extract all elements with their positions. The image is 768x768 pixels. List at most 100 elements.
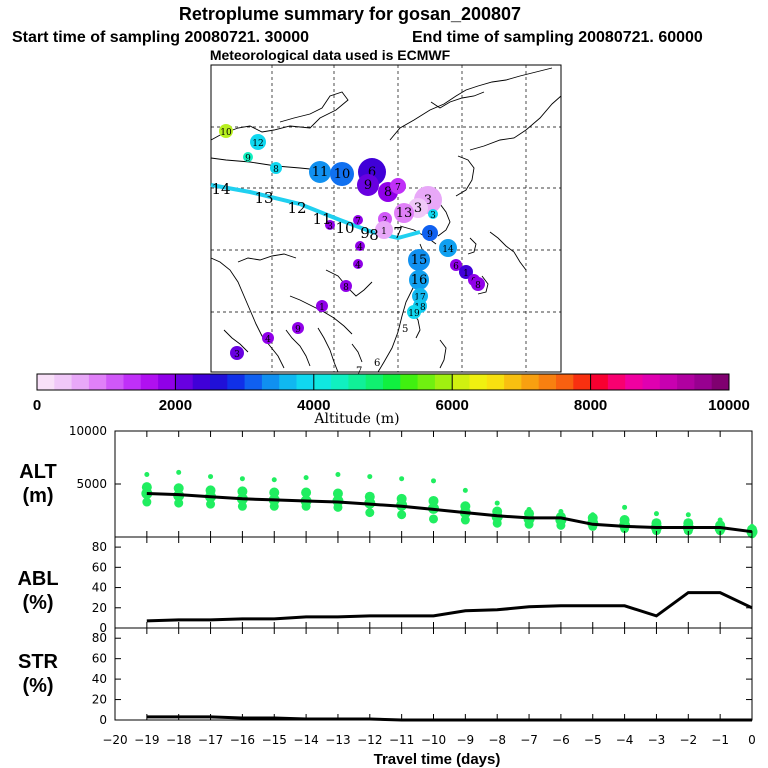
plume-point <box>316 300 328 312</box>
plume-point <box>353 259 363 269</box>
plume-point <box>309 161 331 183</box>
plume-track-line <box>210 183 421 241</box>
alt-scatter-point <box>556 520 566 530</box>
colorbar-swatch <box>383 374 401 390</box>
plume-point <box>357 174 379 196</box>
plume-point <box>330 162 354 186</box>
small-label: 7 <box>356 366 362 377</box>
plume-point <box>292 322 304 334</box>
plume-point <box>219 124 233 138</box>
trajectory-map: 1012981110698733132149141516171819610873… <box>210 64 562 377</box>
colorbar-swatch <box>400 374 419 390</box>
str-panel: STR (%) 80 60 40 20 0 <box>18 627 753 727</box>
altitude-colorbar: 0 2000 4000 6000 8000 10000 Altitude (m) <box>33 373 750 427</box>
plume-point <box>394 203 414 223</box>
alt-scatter-point <box>653 511 659 517</box>
alt-scatter-point <box>399 476 405 482</box>
y-tick-label: 0 <box>99 621 107 635</box>
plume-point <box>422 225 438 241</box>
colorbar-swatch <box>504 374 522 390</box>
plume-point-label: 3 <box>327 222 333 232</box>
y-tick-label: 5000 <box>76 477 107 491</box>
colorbar-swatch <box>556 374 574 390</box>
colorbar-label: Altitude (m) <box>313 411 399 427</box>
colorbar-frame <box>36 373 730 391</box>
colorbar-swatch <box>469 374 488 390</box>
colorbar-tick-label: 8000 <box>574 397 607 414</box>
track-label: 9 <box>360 224 370 242</box>
colorbar-swatch <box>625 374 643 390</box>
plume-point-label: 14 <box>442 245 454 255</box>
alt-scatter-point <box>301 487 312 498</box>
plume-point <box>270 162 282 174</box>
plume-point-label: 19 <box>408 309 420 319</box>
x-tick-label: −20 <box>102 733 127 747</box>
colorbar-tick-label: 4000 <box>297 397 330 414</box>
plume-point <box>243 152 253 162</box>
track-label: 14 <box>211 180 230 198</box>
x-tick-label: −11 <box>389 733 414 747</box>
x-tick-label: −19 <box>134 733 159 747</box>
x-tick-label: −16 <box>230 733 255 747</box>
plume-point-label: 4 <box>355 261 361 271</box>
x-tick-label: −2 <box>679 733 697 747</box>
alt-scatter-point <box>332 488 343 499</box>
colorbar-swatch <box>365 374 384 390</box>
alt-scatter-point <box>206 499 216 509</box>
str-ylabel: STR <box>18 651 59 673</box>
x-tick-label: −12 <box>357 733 382 747</box>
plume-point <box>375 221 393 239</box>
x-tick-label: −14 <box>293 733 318 747</box>
colorbar-swatch <box>694 374 713 390</box>
y-tick-label: 60 <box>92 560 107 574</box>
x-tick-label: −17 <box>198 733 223 747</box>
alt-scatter-point <box>685 512 691 518</box>
alt-scatter-point <box>173 483 184 494</box>
alt-scatter-point <box>365 508 375 518</box>
colorbar-swatch <box>244 374 263 390</box>
y-tick-label: 40 <box>92 581 107 595</box>
alt-scatter-point <box>303 475 309 481</box>
y-tick-label: 80 <box>92 631 107 645</box>
small-label: 6 <box>374 358 380 369</box>
plume-point-label: 9 <box>295 325 301 335</box>
plume-point <box>390 178 406 194</box>
colorbar-swatch <box>158 374 176 390</box>
colorbar-swatch <box>140 374 159 390</box>
alt-scatter-point <box>524 519 534 529</box>
alt-scatter-point <box>269 487 280 498</box>
alt-scatter-point <box>460 515 470 525</box>
plume-point-label: 4 <box>357 243 363 253</box>
alt-scatter-point <box>431 478 436 484</box>
track-label: 7 <box>393 224 403 242</box>
alt-scatter-point <box>622 504 628 510</box>
plume-point-label: 13 <box>396 206 413 221</box>
str-ylabel-unit: (%) <box>22 675 53 697</box>
str-plot-frame <box>114 627 753 721</box>
x-axis: −20 −19 −18 −17 −16 −15 −14 −13 −12 −11 −10 −9 −8 −7−… <box>102 431 756 747</box>
small-label: 5 <box>402 324 408 335</box>
plume-point-label: 10 <box>334 167 351 182</box>
plume-point <box>250 134 266 150</box>
colorbar-swatch <box>210 374 228 390</box>
alt-panel: ALT (m) 10000 5000 <box>19 424 758 539</box>
y-tick-label: 60 <box>92 652 107 666</box>
plume-point <box>355 241 365 251</box>
plume-point-label: 6 <box>453 262 459 272</box>
plume-point-label: 4 <box>265 335 271 345</box>
colorbar-tick-label: 2000 <box>159 397 192 414</box>
abl-panel: ABL (%) 80 60 40 20 0 <box>17 536 753 635</box>
plume-point <box>230 346 244 360</box>
alt-ylabel: ALT <box>19 461 56 483</box>
colorbar-swatch <box>106 374 124 390</box>
plume-point <box>450 259 462 271</box>
met-data-label: Meteorological data used is ECMWF <box>210 47 451 63</box>
plume-point-label: 9 <box>364 178 372 193</box>
plume-track <box>210 183 421 241</box>
plume-point <box>262 332 274 344</box>
colorbar-swatch <box>486 374 505 390</box>
colorbar-swatch <box>434 374 453 390</box>
plume-point-label: 8 <box>273 165 279 175</box>
